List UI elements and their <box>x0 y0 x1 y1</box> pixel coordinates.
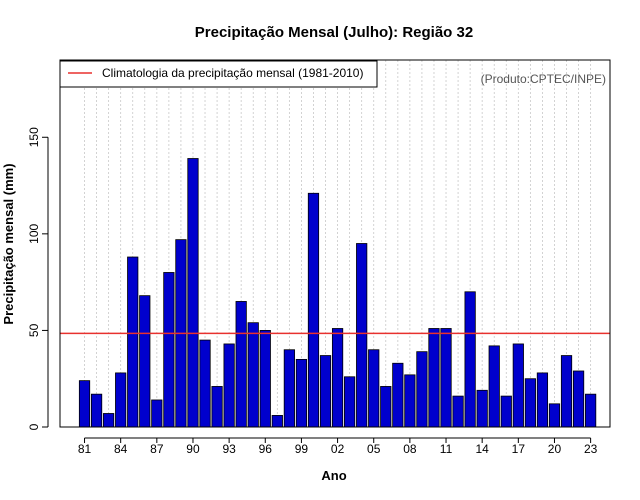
legend: Climatologia da precipitação mensal (198… <box>59 60 378 88</box>
bar-99 <box>295 358 308 428</box>
bar-02 <box>331 328 344 428</box>
x-tick-label: 99 <box>295 442 309 456</box>
bar-83 <box>103 413 115 428</box>
bar-21 <box>560 355 573 428</box>
bar-93 <box>223 343 235 428</box>
y-axis-label: Precipitação mensal (mm) <box>1 163 16 324</box>
x-axis: 81 84 87 90 93 96 99 02 05 08 11 14 17 20 23 <box>78 437 598 456</box>
bar-96 <box>259 330 271 428</box>
y-tick-label: 150 <box>27 127 41 147</box>
plot-border <box>59 59 611 428</box>
bar-08 <box>404 374 416 428</box>
bar-07 <box>392 362 404 428</box>
legend-box <box>59 60 378 88</box>
bar-10 <box>428 328 440 428</box>
bar-19 <box>536 372 549 428</box>
bar-13 <box>464 291 476 428</box>
source-label: (Produto:CPTEC/INPE) <box>481 72 606 86</box>
bar-85 <box>127 256 139 428</box>
bar-95 <box>247 322 259 428</box>
x-tick-label: 23 <box>584 442 598 456</box>
bar-03 <box>344 376 356 428</box>
x-tick-label: 87 <box>150 442 164 456</box>
bar-04 <box>356 243 368 428</box>
bar-05 <box>368 349 380 428</box>
x-tick-label: 20 <box>548 442 562 456</box>
x-tick-label: 93 <box>222 442 236 456</box>
bar-23 <box>585 393 597 428</box>
bar-87 <box>151 399 163 428</box>
x-tick-label: 08 <box>403 442 417 456</box>
chart-title: Precipitação Mensal (Julho): Região 32 <box>195 24 473 41</box>
bar-17 <box>512 343 524 428</box>
x-tick-label: 96 <box>259 442 273 456</box>
bar-92 <box>211 386 223 428</box>
bar-86 <box>139 295 151 428</box>
x-tick-label: 90 <box>186 442 200 456</box>
y-axis: 0 50 100 150 <box>27 127 49 430</box>
bar-20 <box>548 403 561 428</box>
bar-90 <box>187 158 199 428</box>
bar-81 <box>78 380 91 428</box>
x-tick-label: 14 <box>475 442 489 456</box>
bar-14 <box>476 389 488 428</box>
x-tick-label: 05 <box>367 442 381 456</box>
bar-22 <box>572 370 585 428</box>
y-tick-label: 50 <box>27 323 41 337</box>
bar-97 <box>271 415 283 428</box>
y-tick-label: 0 <box>27 423 41 430</box>
bars <box>78 158 597 428</box>
legend-label: Climatologia da precipitação mensal (198… <box>102 66 363 80</box>
bar-01 <box>319 355 332 428</box>
bar-18 <box>524 378 536 428</box>
x-tick-label: 02 <box>331 442 345 456</box>
x-tick-label: 84 <box>114 442 128 456</box>
bar-16 <box>500 395 512 428</box>
bar-88 <box>163 272 175 428</box>
x-axis-label: Ano <box>321 468 346 483</box>
bar-82 <box>90 393 103 428</box>
bar-98 <box>283 349 295 428</box>
bar-84 <box>115 372 127 428</box>
bar-91 <box>199 339 211 428</box>
bar-15 <box>488 345 500 428</box>
bar-06 <box>380 386 392 428</box>
bar-12 <box>452 395 464 428</box>
bar-09 <box>416 351 428 428</box>
x-tick-label: 81 <box>78 442 92 456</box>
y-tick-label: 100 <box>27 224 41 244</box>
bar-11 <box>440 328 452 428</box>
bar-00 <box>307 192 320 428</box>
bar-94 <box>235 301 247 428</box>
x-tick-label: 17 <box>512 442 526 456</box>
x-tick-label: 11 <box>440 442 453 456</box>
